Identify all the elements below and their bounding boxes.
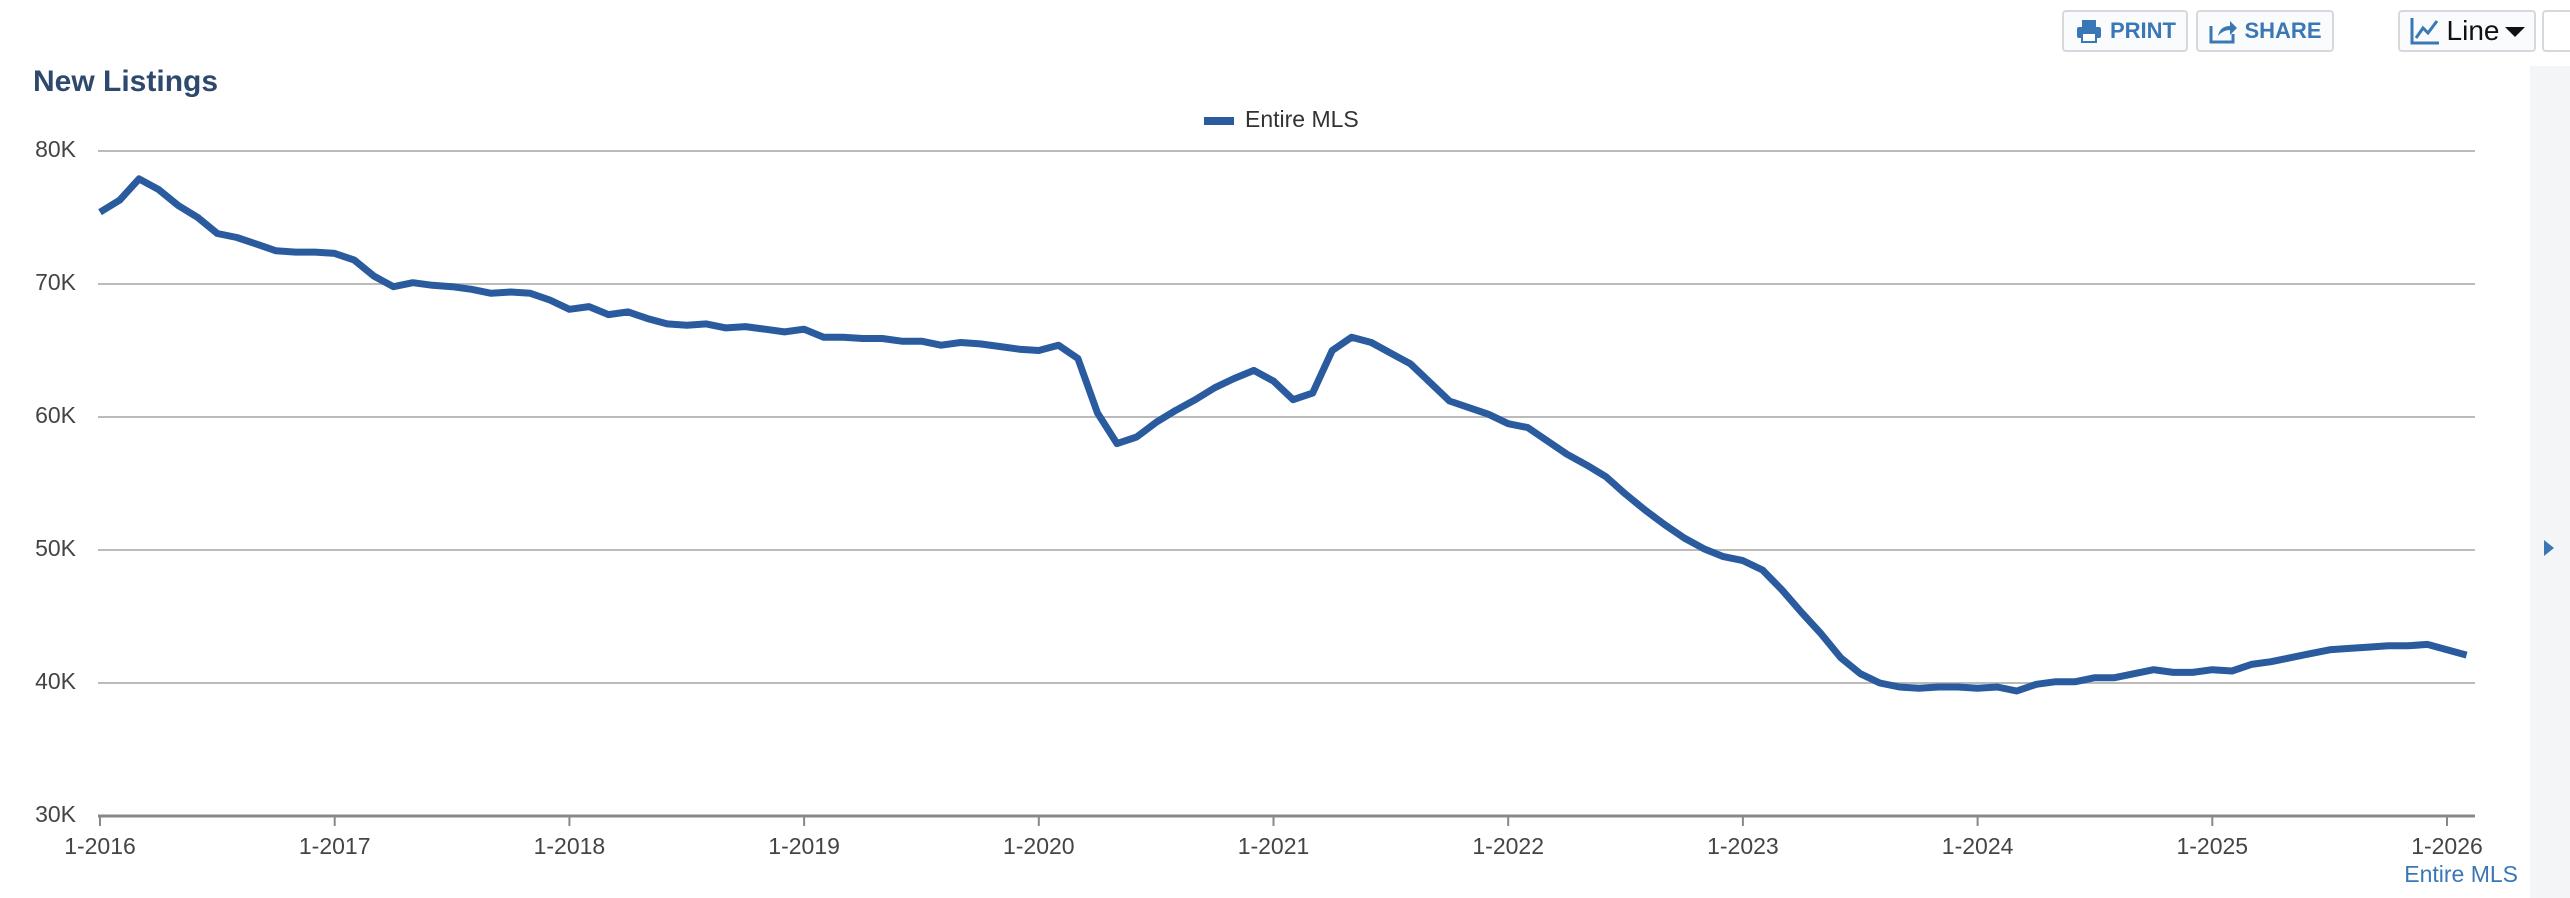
print-button[interactable]: PRINT bbox=[2062, 10, 2188, 52]
side-arrow bbox=[2544, 540, 2554, 556]
x-tick-label: 1-2017 bbox=[299, 833, 371, 859]
x-tick-label: 1-2018 bbox=[534, 833, 606, 859]
y-tick-label: 80K bbox=[35, 136, 77, 162]
y-tick-label: 70K bbox=[35, 269, 77, 295]
line-icon bbox=[2410, 18, 2439, 45]
chart-type-label: Line bbox=[2446, 15, 2500, 46]
x-tick-label: 1-2025 bbox=[2176, 833, 2248, 859]
dropdown-caret bbox=[2505, 27, 2526, 37]
legend-label: Entire MLS bbox=[1245, 106, 1359, 132]
x-tick-label: 1-2024 bbox=[1942, 833, 2014, 859]
y-tick-label: 50K bbox=[35, 535, 77, 561]
x-tick-label: 1-2022 bbox=[1472, 833, 1544, 859]
chart-title: New Listings bbox=[33, 65, 218, 98]
extra-button[interactable] bbox=[2542, 10, 2570, 52]
series-line bbox=[98, 175, 2468, 695]
share-icon bbox=[2209, 21, 2238, 44]
print-icon bbox=[2077, 20, 2101, 43]
x-tick-label: 1-2026 bbox=[2411, 833, 2483, 859]
y-tick-label: 30K bbox=[35, 801, 77, 827]
side-panel[interactable] bbox=[2530, 66, 2570, 898]
x-tick-label: 1-2016 bbox=[64, 833, 136, 859]
share-label: SHARE bbox=[2244, 18, 2322, 43]
y-tick-label: 60K bbox=[35, 402, 77, 428]
chart-type-dropdown[interactable]: Line bbox=[2398, 10, 2536, 52]
share-button[interactable]: SHARE bbox=[2196, 10, 2334, 52]
x-tick-label: 1-2021 bbox=[1238, 833, 1310, 859]
y-tick-label: 40K bbox=[35, 668, 77, 694]
print-label: PRINT bbox=[2110, 18, 2176, 43]
x-tick-label: 1-2023 bbox=[1707, 833, 1779, 859]
footer-label: Entire MLS bbox=[2404, 861, 2518, 887]
x-tick-label: 1-2020 bbox=[1003, 833, 1075, 859]
x-tick-label: 1-2019 bbox=[768, 833, 840, 859]
